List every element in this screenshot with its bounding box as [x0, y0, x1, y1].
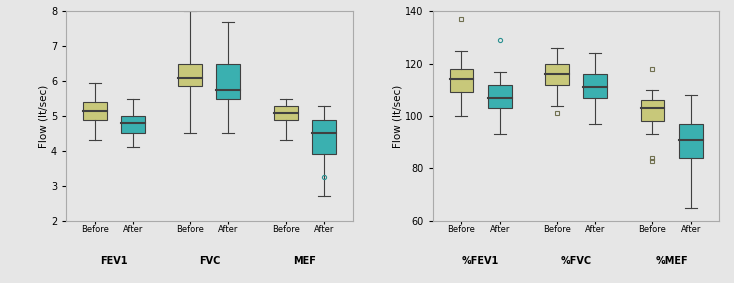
Bar	[449, 69, 473, 93]
Bar	[487, 85, 512, 108]
Bar	[178, 64, 202, 86]
Bar	[217, 64, 240, 98]
Bar	[545, 64, 569, 85]
Bar	[312, 119, 336, 155]
Bar	[584, 74, 607, 98]
Y-axis label: Flow (lt/sec): Flow (lt/sec)	[393, 84, 402, 148]
Text: MEF: MEF	[294, 256, 316, 266]
Text: FEV1: FEV1	[100, 256, 128, 266]
Text: %MEF: %MEF	[655, 256, 688, 266]
Text: %FEV1: %FEV1	[462, 256, 499, 266]
Y-axis label: Flow (lt/sec): Flow (lt/sec)	[38, 84, 48, 148]
Text: FVC: FVC	[199, 256, 220, 266]
Bar	[641, 100, 664, 121]
Bar	[274, 106, 298, 119]
Text: %FVC: %FVC	[561, 256, 592, 266]
Bar	[121, 116, 145, 134]
Bar	[679, 124, 702, 158]
Bar	[83, 102, 106, 119]
